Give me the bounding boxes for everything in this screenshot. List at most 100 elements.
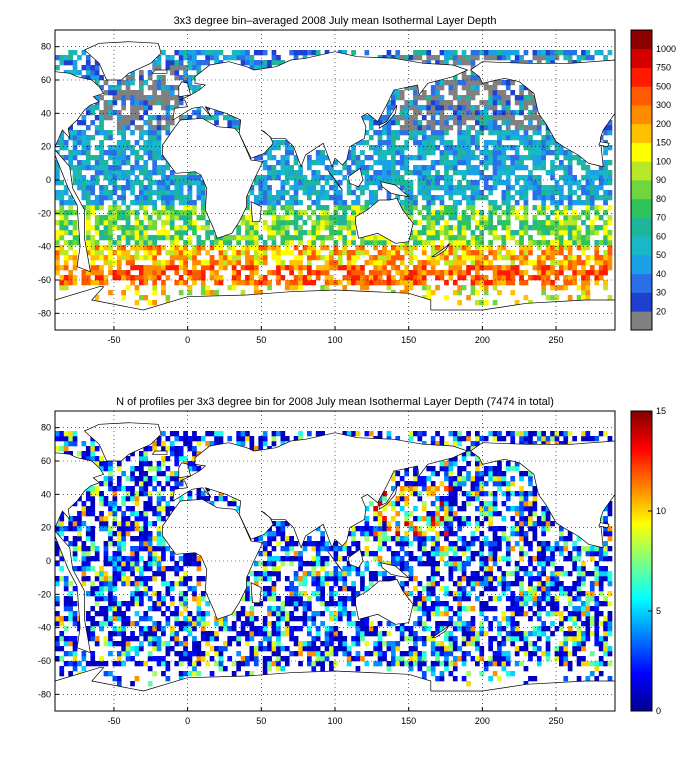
ild-cell (311, 210, 317, 216)
profile-count-cell (355, 656, 361, 662)
profile-count-cell (240, 596, 246, 602)
profile-count-cell (289, 636, 294, 642)
profile-count-cell (192, 561, 197, 567)
ild-cell (475, 225, 480, 231)
ild-cell (108, 240, 113, 246)
profile-count-cell (368, 651, 374, 657)
ild-cell (262, 210, 268, 216)
profile-count-cell (554, 646, 560, 652)
profile-count-cell (209, 646, 215, 652)
ild-cell (581, 210, 586, 216)
ild-cell (488, 50, 493, 56)
ild-cell (227, 115, 233, 121)
profile-count-cell (307, 631, 312, 637)
profile-count-cell (461, 631, 467, 637)
ild-cell (417, 105, 423, 111)
ild-cell (448, 55, 454, 61)
profile-count-cell (267, 656, 272, 662)
ild-cell (413, 275, 418, 281)
profile-count-cell (112, 566, 118, 572)
profile-count-cell (598, 656, 604, 662)
profile-count-cell (581, 561, 586, 567)
ild-cell (276, 200, 281, 206)
profile-count-cell (373, 631, 378, 637)
profile-count-cell (271, 621, 277, 627)
ild-cell (116, 165, 122, 171)
ild-cell (156, 195, 162, 201)
ild-cell (81, 115, 87, 121)
ild-cell (94, 160, 100, 166)
profile-count-cell (439, 661, 445, 667)
ild-cell (457, 95, 462, 101)
ild-cell (196, 60, 202, 66)
ild-cell (81, 275, 87, 281)
ild-cell (218, 245, 224, 251)
ild-cell (563, 285, 569, 291)
profile-count-cell (63, 626, 69, 632)
ild-cell (448, 160, 454, 166)
ild-cell (470, 65, 476, 71)
ild-cell (421, 90, 427, 96)
coastline (162, 117, 264, 239)
ild-cell (72, 240, 78, 246)
ild-cell (165, 165, 171, 171)
ild-cell (514, 160, 520, 166)
ild-cell (541, 275, 546, 281)
ild-cell (355, 185, 361, 191)
profile-count-cell (271, 651, 277, 657)
profile-count-cell (417, 561, 423, 567)
profile-count-cell (559, 656, 564, 662)
ild-cell (360, 280, 365, 286)
ild-cell (72, 130, 78, 136)
ild-cell (567, 190, 573, 196)
profile-count-cell (161, 571, 166, 577)
ild-cell (72, 265, 78, 271)
ild-cell (448, 190, 454, 196)
ild-cell (178, 195, 184, 201)
ild-cell (505, 145, 511, 151)
ild-cell (68, 50, 73, 56)
ild-cell (147, 270, 153, 276)
ild-cell (572, 155, 577, 161)
ild-cell (298, 175, 303, 181)
ild-cell (333, 240, 339, 246)
profile-count-cell (391, 621, 396, 627)
profile-count-cell (567, 616, 573, 622)
ild-cell (514, 200, 520, 206)
profile-count-cell (483, 616, 489, 622)
ild-cell (430, 105, 436, 111)
ild-cell (68, 240, 73, 246)
profile-count-cell (112, 676, 118, 682)
ild-cell (223, 255, 228, 261)
ild-cell (156, 235, 162, 241)
ild-cell (289, 165, 294, 171)
ild-cell (112, 175, 118, 181)
ild-cell (116, 245, 122, 251)
ild-cell (373, 160, 378, 166)
ild-cell (214, 245, 219, 251)
ild-cell (85, 155, 91, 161)
ild-cell (448, 165, 454, 171)
ild-cell (240, 280, 246, 286)
ild-cell (165, 125, 171, 131)
profile-count-cell (408, 566, 414, 572)
profile-count-cell (103, 576, 109, 582)
ild-cell (298, 240, 303, 246)
ild-cell (377, 240, 383, 246)
profile-count-cell (143, 561, 149, 567)
ild-cell (536, 55, 542, 61)
ild-cell (125, 120, 131, 126)
ild-cell (174, 235, 180, 241)
ild-cell (223, 240, 228, 246)
ild-cell (267, 205, 272, 211)
profile-count-cell (435, 581, 440, 587)
ild-cell (315, 255, 321, 261)
ild-cell (528, 155, 533, 161)
ild-cell (293, 225, 299, 231)
ild-cell (554, 165, 560, 171)
profile-count-cell (183, 641, 188, 647)
ild-cell (483, 260, 489, 266)
ild-cell (607, 195, 613, 201)
ild-cell (130, 115, 135, 121)
ild-cell (112, 165, 118, 171)
